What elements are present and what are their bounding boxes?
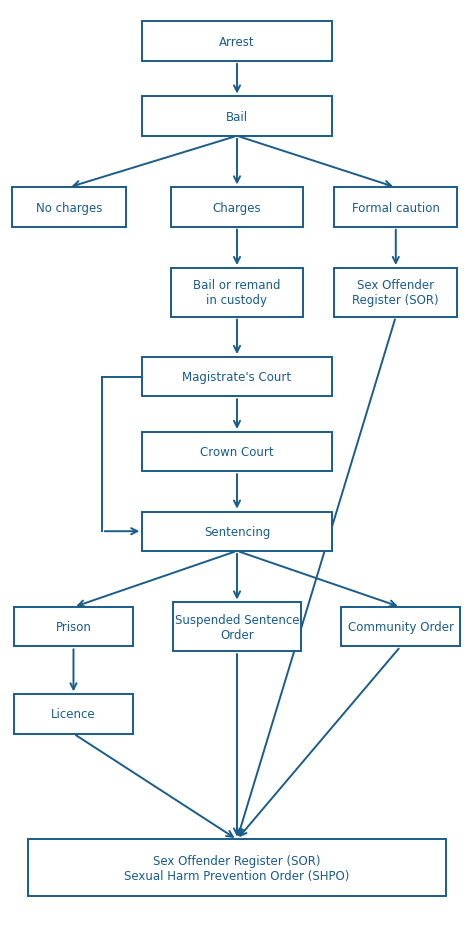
Text: Licence: Licence: [51, 708, 96, 721]
Text: Arrest: Arrest: [219, 36, 255, 49]
Text: Crown Court: Crown Court: [200, 446, 274, 459]
Text: No charges: No charges: [36, 201, 102, 214]
Text: Community Order: Community Order: [347, 621, 454, 634]
Text: Bail or remand
in custody: Bail or remand in custody: [193, 279, 281, 307]
FancyBboxPatch shape: [12, 188, 126, 227]
FancyBboxPatch shape: [142, 512, 332, 551]
Text: Suspended Sentence
Order: Suspended Sentence Order: [175, 613, 299, 641]
FancyBboxPatch shape: [142, 432, 332, 472]
FancyBboxPatch shape: [142, 358, 332, 397]
Text: Prison: Prison: [55, 621, 91, 634]
FancyBboxPatch shape: [334, 188, 457, 227]
Text: Sentencing: Sentencing: [204, 525, 270, 538]
Text: Bail: Bail: [226, 110, 248, 124]
Text: Magistrate's Court: Magistrate's Court: [182, 371, 292, 384]
FancyBboxPatch shape: [171, 188, 303, 227]
FancyBboxPatch shape: [142, 97, 332, 137]
FancyBboxPatch shape: [334, 269, 457, 317]
FancyBboxPatch shape: [28, 840, 446, 896]
FancyBboxPatch shape: [142, 22, 332, 62]
FancyBboxPatch shape: [14, 607, 133, 647]
FancyBboxPatch shape: [341, 607, 460, 647]
Text: Formal caution: Formal caution: [352, 201, 440, 214]
FancyBboxPatch shape: [171, 269, 303, 317]
FancyBboxPatch shape: [14, 695, 133, 734]
Text: Sex Offender
Register (SOR): Sex Offender Register (SOR): [353, 279, 439, 307]
Text: Charges: Charges: [213, 201, 261, 214]
FancyBboxPatch shape: [173, 603, 301, 651]
Text: Sex Offender Register (SOR)
Sexual Harm Prevention Order (SHPO): Sex Offender Register (SOR) Sexual Harm …: [124, 854, 350, 882]
